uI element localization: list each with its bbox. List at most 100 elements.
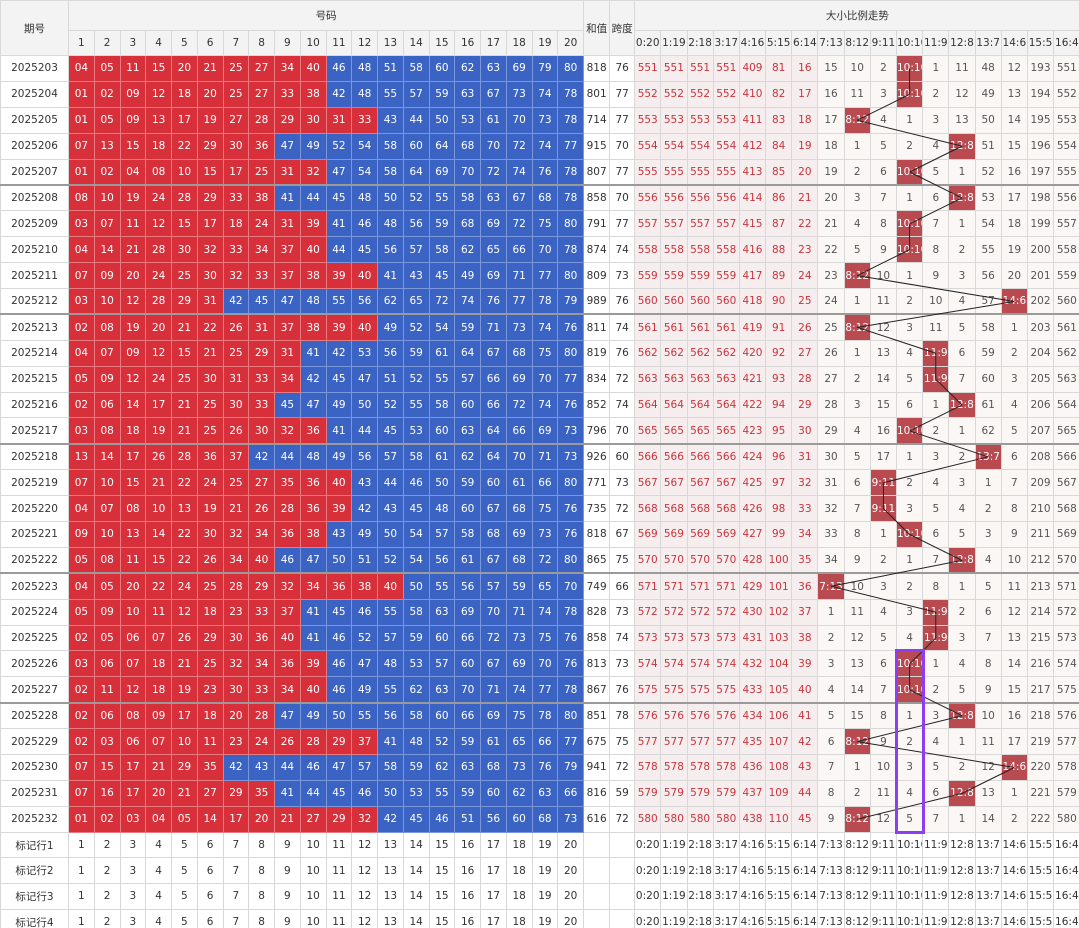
omission-count: 53 bbox=[974, 184, 1002, 212]
footer-number: 8 bbox=[248, 908, 275, 928]
omission-count: 554 bbox=[686, 132, 714, 160]
drawn-number: 21 bbox=[119, 236, 147, 264]
drawn-number: 45 bbox=[428, 262, 456, 290]
period: 2025212 bbox=[0, 288, 69, 316]
drawn-number: 26 bbox=[248, 495, 275, 523]
omission-count: 2 bbox=[948, 754, 976, 781]
drawn-number: 48 bbox=[402, 728, 430, 756]
omission-count: 11 bbox=[1000, 572, 1028, 600]
drawn-number: 76 bbox=[557, 624, 585, 652]
omission-count: 1 bbox=[895, 443, 924, 471]
drawn-number: 40 bbox=[299, 55, 327, 82]
drawn-number: 66 bbox=[531, 728, 559, 756]
omission-count: 551 bbox=[634, 55, 662, 82]
drawn-number: 38 bbox=[299, 80, 327, 108]
omission-count: 1 bbox=[1000, 313, 1028, 341]
drawn-number: 29 bbox=[274, 106, 301, 134]
drawn-number: 42 bbox=[377, 805, 404, 833]
omission-count: 570 bbox=[686, 546, 714, 575]
drawn-number: 69 bbox=[480, 262, 507, 290]
sum-value: 989 bbox=[583, 288, 611, 316]
drawn-number: 67 bbox=[505, 184, 533, 212]
drawn-number: 62 bbox=[454, 443, 481, 471]
span-value: 78 bbox=[609, 702, 636, 730]
drawn-number: 09 bbox=[119, 106, 147, 134]
omission-count: 17 bbox=[1000, 184, 1028, 212]
drawn-number: 54 bbox=[428, 313, 456, 341]
omission-count: 556 bbox=[712, 184, 740, 212]
drawn-number: 04 bbox=[68, 55, 95, 82]
drawn-number: 20 bbox=[222, 702, 250, 730]
sum-value: 852 bbox=[583, 391, 611, 419]
drawn-number: 18 bbox=[196, 598, 224, 626]
omission-count: 580 bbox=[1053, 805, 1079, 833]
omission-count: 95 bbox=[765, 417, 793, 445]
omission-count: 93 bbox=[765, 365, 793, 393]
footer-number: 7 bbox=[222, 831, 250, 859]
drawn-number: 69 bbox=[531, 417, 559, 445]
ratio-column: 3:17 bbox=[712, 30, 740, 56]
footer-number: 16 bbox=[454, 908, 481, 928]
omission-count: 5 bbox=[843, 236, 871, 264]
omission-count: 2 bbox=[895, 132, 924, 160]
drawn-number: 50 bbox=[428, 106, 456, 134]
drawn-number: 34 bbox=[274, 676, 301, 704]
drawn-number: 13 bbox=[171, 495, 198, 523]
number-column: 10 bbox=[299, 30, 327, 56]
footer-ratio: 4:16 bbox=[738, 857, 767, 885]
drawn-number: 78 bbox=[557, 236, 585, 264]
omission-count: 12 bbox=[974, 754, 1002, 781]
drawn-number: 64 bbox=[480, 443, 507, 471]
drawn-number: 38 bbox=[299, 262, 327, 290]
omission-count: 1 bbox=[948, 728, 976, 756]
omission-count: 578 bbox=[634, 754, 662, 781]
drawn-number: 12 bbox=[145, 80, 172, 108]
omission-count: 6 bbox=[817, 728, 845, 756]
omission-count: 562 bbox=[712, 339, 740, 367]
drawn-number: 69 bbox=[480, 702, 507, 730]
drawn-number: 02 bbox=[68, 624, 95, 652]
ratio-hit: 7:13 bbox=[817, 572, 845, 600]
omission-count: 37 bbox=[791, 598, 819, 626]
omission-count: 565 bbox=[634, 417, 662, 445]
drawn-number: 74 bbox=[505, 158, 533, 186]
ratio-hit: 12:8 bbox=[948, 546, 976, 575]
drawn-number: 26 bbox=[196, 546, 224, 575]
drawn-number: 42 bbox=[222, 754, 250, 781]
omission-count: 5 bbox=[974, 572, 1002, 600]
drawn-number: 80 bbox=[557, 210, 585, 238]
drawn-number: 03 bbox=[68, 288, 95, 316]
omission-count: 2 bbox=[1000, 339, 1028, 367]
omission-count: 577 bbox=[634, 728, 662, 756]
drawn-number: 05 bbox=[171, 805, 198, 833]
drawn-number: 38 bbox=[299, 313, 327, 341]
omission-count: 107 bbox=[765, 728, 793, 756]
omission-count: 198 bbox=[1026, 184, 1055, 212]
omission-count: 4 bbox=[922, 728, 950, 756]
drawn-number: 55 bbox=[428, 184, 456, 212]
omission-count: 552 bbox=[1053, 80, 1079, 108]
omission-count: 212 bbox=[1026, 546, 1055, 575]
footer-number: 11 bbox=[325, 857, 353, 885]
footer-ratio: 11:9 bbox=[922, 857, 950, 885]
drawn-number: 72 bbox=[480, 624, 507, 652]
drawn-number: 76 bbox=[557, 313, 585, 341]
omission-count: 1 bbox=[895, 184, 924, 212]
span-value: 76 bbox=[609, 288, 636, 316]
drawn-number: 73 bbox=[557, 805, 585, 833]
footer-number: 15 bbox=[428, 831, 456, 859]
drawn-number: 50 bbox=[428, 469, 456, 497]
drawn-number: 30 bbox=[196, 521, 224, 548]
omission-count: 218 bbox=[1026, 702, 1055, 730]
omission-count: 4 bbox=[895, 339, 924, 367]
drawn-number: 59 bbox=[454, 728, 481, 756]
omission-count: 13 bbox=[1000, 80, 1028, 108]
omission-count: 20 bbox=[791, 158, 819, 186]
footer-label: 标记行2 bbox=[0, 857, 69, 885]
omission-count: 6 bbox=[895, 391, 924, 419]
sum-value: 809 bbox=[583, 262, 611, 290]
omission-count: 556 bbox=[634, 184, 662, 212]
footer-number: 13 bbox=[377, 908, 404, 928]
omission-count: 15 bbox=[869, 391, 898, 419]
